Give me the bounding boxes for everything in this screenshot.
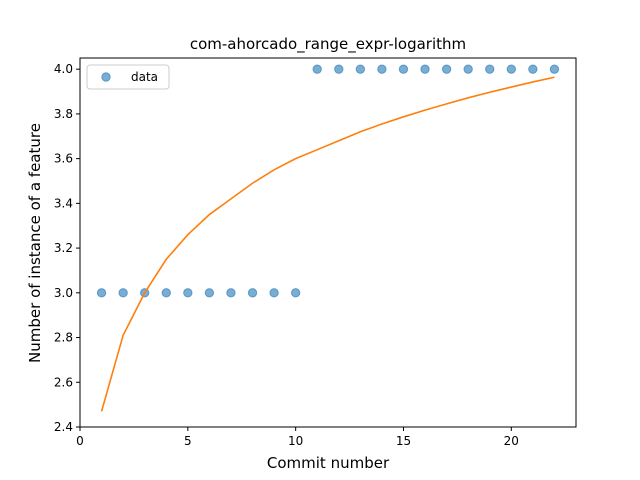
y-axis-label: Number of instance of a feature <box>26 123 44 363</box>
x-tick-label: 5 <box>184 434 192 448</box>
data-point <box>226 288 236 298</box>
data-point <box>204 288 215 298</box>
data-point <box>247 288 258 298</box>
y-tick-label: 3.4 <box>54 196 73 210</box>
data-point <box>334 64 344 74</box>
data-point <box>441 64 452 74</box>
data-point <box>528 64 538 74</box>
legend-marker <box>101 72 111 82</box>
y-tick-label: 3.6 <box>54 152 73 166</box>
data-point <box>183 288 193 298</box>
x-tick-label: 0 <box>76 434 84 448</box>
data-point <box>398 64 409 74</box>
x-tick-label: 15 <box>396 434 411 448</box>
chart-title: com-ahorcado_range_expr-logarithm <box>190 35 466 54</box>
y-tick-label: 3.0 <box>54 286 73 300</box>
legend-box <box>86 64 170 90</box>
y-tick-label: 2.8 <box>54 331 73 345</box>
x-tick-label: 10 <box>288 434 303 448</box>
data-point <box>549 64 560 74</box>
data-point <box>96 288 107 298</box>
legend-label: data <box>131 70 158 84</box>
data-point <box>118 288 128 298</box>
axes-frame <box>79 57 577 428</box>
y-tick-label: 3.2 <box>54 241 73 255</box>
data-point <box>312 64 322 74</box>
data-point <box>290 288 301 298</box>
data-point <box>506 64 517 74</box>
plot-area: 0 5 10 15 20 2.4 2.6 2.8 3.0 3.2 3.4 3.6 3.8 4.0 <box>54 57 577 448</box>
data-point <box>269 288 279 298</box>
data-point <box>420 64 430 74</box>
x-axis-label: Commit number <box>267 454 390 472</box>
y-tick-label: 3.8 <box>54 107 73 121</box>
y-tick-label: 4.0 <box>54 62 73 76</box>
x-tick-label: 20 <box>504 434 519 448</box>
data-point <box>377 64 387 74</box>
legend: data <box>86 64 170 90</box>
data-point <box>355 64 366 74</box>
data-point <box>463 64 473 74</box>
y-tick-label: 2.6 <box>54 375 73 389</box>
data-point <box>485 64 495 74</box>
y-tick-label: 2.4 <box>54 420 73 434</box>
data-point <box>161 288 171 298</box>
fit-line <box>100 76 555 412</box>
